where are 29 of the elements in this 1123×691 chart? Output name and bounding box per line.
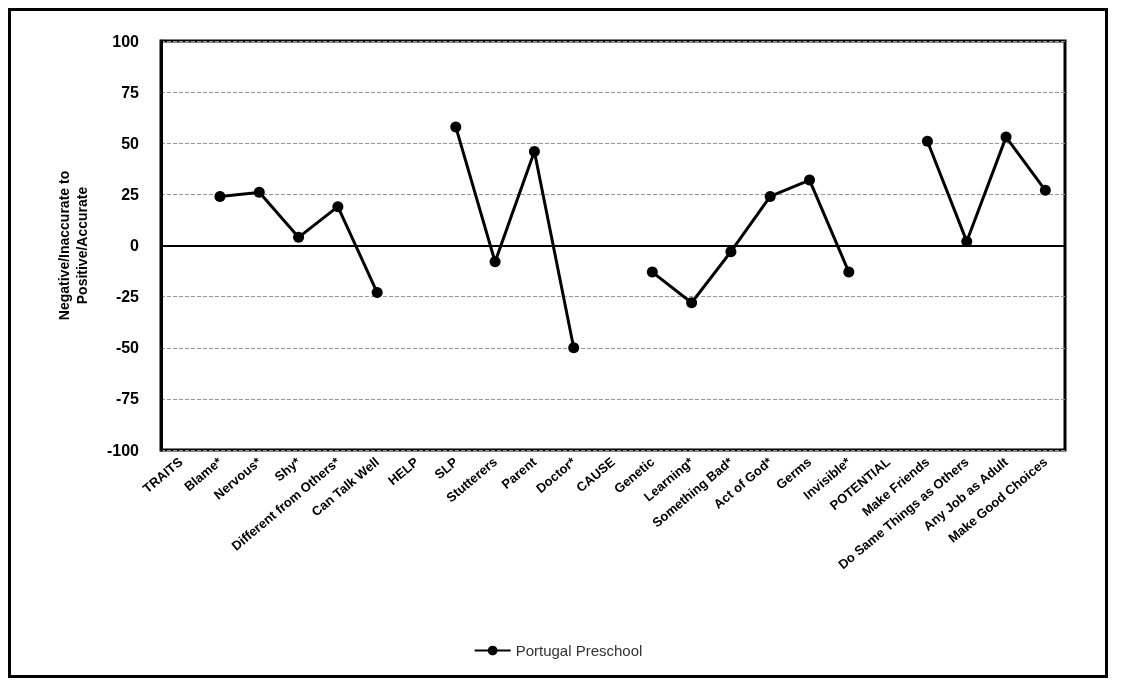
point	[528, 145, 540, 157]
point	[1000, 131, 1012, 143]
legend-label: Portugal Preschool	[515, 642, 643, 659]
y-tick-label: 25	[121, 185, 140, 203]
point	[371, 287, 383, 299]
y-tick-label: -75	[115, 390, 140, 408]
y-tick-label: 100	[112, 32, 140, 50]
y-tick-label: 50	[121, 134, 140, 152]
y-axis-title: Negative/Inaccurate to Positive/Accurate	[56, 170, 90, 321]
point	[1039, 184, 1051, 196]
y-tick-label: -100	[106, 441, 140, 459]
y-tick-label: 0	[130, 237, 140, 254]
point	[921, 135, 933, 147]
point	[293, 231, 305, 243]
point	[843, 266, 855, 278]
y-tick-label: 75	[121, 83, 140, 101]
point	[764, 190, 776, 202]
point	[725, 246, 737, 258]
point	[568, 342, 580, 354]
point	[450, 121, 462, 133]
point	[686, 297, 698, 309]
point	[253, 186, 265, 198]
point	[489, 256, 501, 268]
y-tick-label: -50	[115, 339, 140, 357]
y-tick-label: -25	[115, 288, 140, 306]
point	[804, 174, 816, 186]
point	[646, 266, 658, 278]
point	[214, 190, 226, 202]
point	[332, 201, 344, 213]
